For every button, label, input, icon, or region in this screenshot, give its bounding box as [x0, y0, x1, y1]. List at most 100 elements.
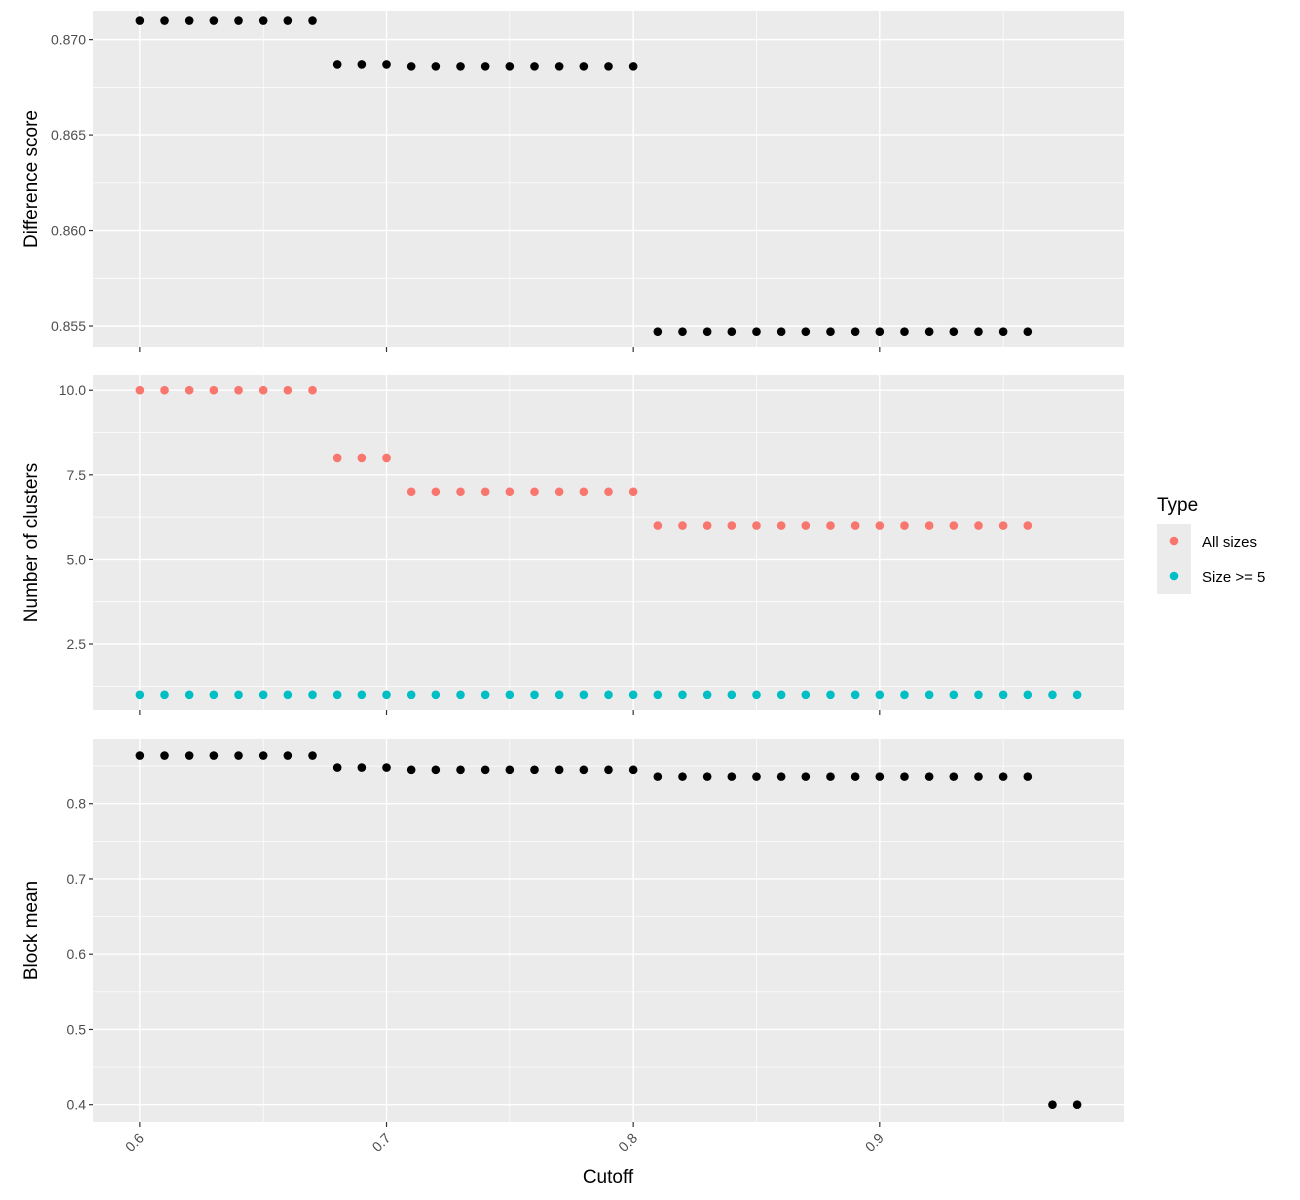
data-point: [406, 690, 416, 700]
data-point: [480, 487, 490, 497]
data-point: [875, 690, 885, 700]
data-point: [160, 690, 169, 700]
data-point: [456, 62, 465, 71]
data-point: [1072, 690, 1082, 700]
data-point: [998, 521, 1008, 530]
data-point: [974, 690, 983, 700]
data-point: [826, 521, 835, 530]
panel-clusters: 2.5 5.0 7.5 10.0 Number of clusters: [21, 375, 1124, 715]
data-point: [209, 385, 219, 395]
legend-swatch-size-ge-5: [1169, 571, 1179, 581]
y-tick-label: 0.865: [51, 127, 86, 143]
data-point: [653, 327, 663, 337]
data-point: [308, 751, 317, 760]
data-point: [924, 521, 934, 530]
y-axis-title: Block mean: [21, 881, 42, 980]
data-point: [160, 751, 169, 760]
data-point: [604, 487, 613, 497]
data-point: [949, 327, 959, 337]
data-point: [184, 385, 194, 395]
data-point: [456, 487, 465, 497]
data-point: [702, 327, 712, 337]
y-tick-label: 0.7: [67, 871, 87, 887]
data-point: [579, 487, 589, 497]
data-point: [801, 690, 811, 700]
data-point: [850, 690, 860, 700]
data-point: [234, 16, 243, 25]
data-point: [480, 765, 490, 775]
data-point: [135, 751, 145, 760]
data-point: [826, 690, 835, 700]
data-point: [382, 60, 391, 69]
data-point: [850, 772, 860, 781]
data-point: [505, 487, 515, 497]
legend-title: Type: [1157, 495, 1198, 516]
data-point: [258, 751, 268, 760]
data-point: [431, 487, 441, 497]
data-point: [135, 16, 145, 25]
data-point: [283, 16, 293, 25]
data-point: [875, 521, 885, 530]
data-point: [752, 521, 761, 530]
data-point: [530, 62, 539, 71]
data-point: [382, 763, 391, 772]
data-point: [604, 690, 613, 700]
data-point: [826, 327, 835, 337]
panel-background: [93, 375, 1124, 710]
data-point: [875, 772, 885, 781]
y-tick-label: 0.8: [67, 796, 87, 812]
data-point: [949, 772, 959, 781]
data-point: [505, 765, 515, 775]
data-point: [801, 521, 811, 530]
data-point: [752, 327, 761, 337]
data-point: [678, 521, 687, 530]
data-point: [702, 690, 712, 700]
data-point: [776, 772, 786, 781]
data-point: [406, 765, 416, 775]
data-point: [974, 327, 983, 337]
data-point: [480, 690, 490, 700]
data-point: [505, 62, 515, 71]
data-point: [530, 765, 539, 775]
data-point: [308, 16, 317, 25]
data-point: [776, 327, 786, 337]
data-point: [900, 327, 909, 337]
data-point: [258, 16, 268, 25]
data-point: [505, 690, 515, 700]
data-point: [1048, 1100, 1057, 1109]
y-tick-label: 0.860: [51, 223, 86, 239]
data-point: [900, 772, 909, 781]
data-point: [998, 327, 1008, 337]
data-point: [332, 60, 342, 69]
data-point: [678, 772, 687, 781]
data-point: [604, 62, 613, 71]
data-point: [653, 772, 663, 781]
data-point: [826, 772, 835, 781]
data-point: [653, 521, 663, 530]
data-point: [579, 765, 589, 775]
data-point: [1072, 1100, 1082, 1109]
data-point: [332, 763, 342, 772]
legend-swatch-all-sizes: [1169, 536, 1179, 546]
data-point: [554, 487, 564, 497]
data-point: [357, 60, 367, 69]
data-point: [875, 327, 885, 337]
data-point: [554, 62, 564, 71]
data-point: [357, 690, 367, 700]
data-point: [924, 690, 934, 700]
data-point: [801, 327, 811, 337]
data-point: [135, 690, 145, 700]
data-point: [1023, 772, 1033, 781]
data-point: [974, 772, 983, 781]
data-point: [776, 521, 786, 530]
y-tick-label: 0.4: [67, 1097, 87, 1113]
data-point: [998, 772, 1008, 781]
panels-layer: 0.855 0.860 0.865 0.870 Difference score 2.5 5…: [21, 11, 1124, 1155]
y-tick-label: 0.6: [67, 946, 87, 962]
data-point: [234, 385, 243, 395]
data-point: [258, 385, 268, 395]
data-point: [579, 690, 589, 700]
data-point: [1023, 690, 1033, 700]
panel-difference: 0.855 0.860 0.865 0.870 Difference score: [21, 11, 1124, 352]
